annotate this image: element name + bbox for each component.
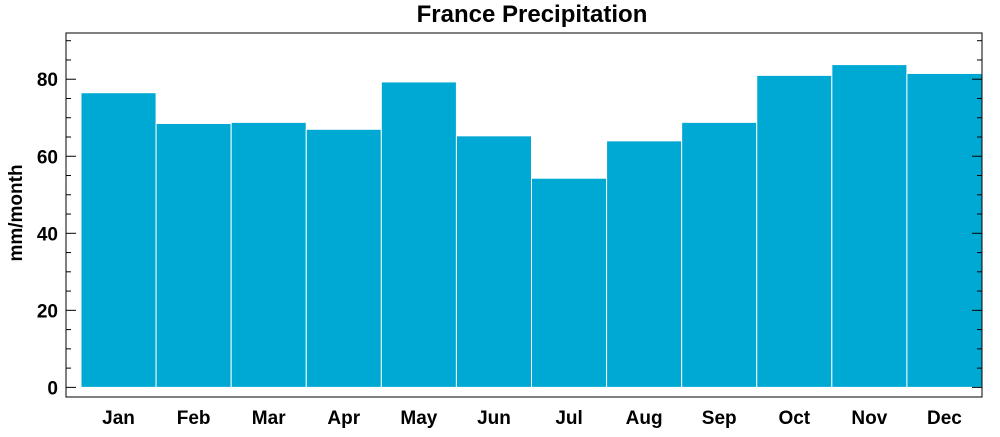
x-tick-label: Jul xyxy=(555,408,582,429)
bar-may xyxy=(380,81,457,388)
x-tick-label: Mar xyxy=(252,408,286,429)
y-tick-label: 20 xyxy=(37,301,58,322)
bar-dec xyxy=(906,72,983,388)
x-tick-label: Jun xyxy=(477,408,511,429)
bar-jul xyxy=(531,177,608,388)
y-axis-label: mm/month xyxy=(6,164,27,261)
x-tick-label: Oct xyxy=(778,408,810,429)
y-tick-label: 40 xyxy=(37,224,58,245)
x-tick-label: Nov xyxy=(851,408,887,429)
x-tick-label: Jan xyxy=(102,408,135,429)
plot-frame xyxy=(65,32,983,398)
bar-aug xyxy=(606,140,683,388)
x-tick-label: Sep xyxy=(702,408,737,429)
tick-labels-group: Jan Feb Mar Apr May Jun Jul Aug Sep Oct Nov Dec 0 20 4… xyxy=(37,70,962,429)
x-tick-label: May xyxy=(400,408,437,429)
y-tick-label: 80 xyxy=(37,70,58,91)
x-tick-label: Apr xyxy=(327,408,360,429)
bars-group xyxy=(80,64,983,388)
bar-apr xyxy=(305,128,382,388)
axes-group xyxy=(65,32,983,398)
bar-jun xyxy=(455,135,532,388)
bar-sep xyxy=(681,121,758,388)
bar-feb xyxy=(155,123,232,388)
y-tick-label: 60 xyxy=(37,147,58,168)
x-tick-label: Aug xyxy=(626,408,663,429)
y-tick-label: 0 xyxy=(47,378,58,399)
bar-mar xyxy=(230,121,307,388)
bar-jan xyxy=(80,92,157,388)
chart-title: France Precipitation xyxy=(417,1,648,28)
bar-oct xyxy=(756,74,833,388)
x-tick-label: Dec xyxy=(927,408,962,429)
x-tick-label: Feb xyxy=(177,408,211,429)
bar-nov xyxy=(831,64,908,388)
